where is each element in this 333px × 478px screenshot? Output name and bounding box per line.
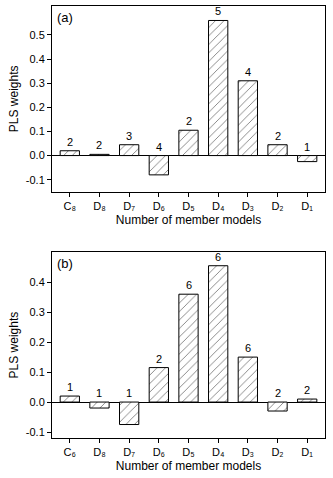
svg-text:4: 4: [156, 141, 162, 153]
svg-text:0.2: 0.2: [30, 101, 45, 113]
svg-text:0.3: 0.3: [30, 77, 45, 89]
svg-text:2: 2: [304, 384, 310, 396]
svg-text:D₆: D₆: [153, 446, 165, 458]
svg-text:D₆: D₆: [153, 200, 165, 212]
svg-text:D₄: D₄: [212, 200, 225, 212]
svg-text:-0.1: -0.1: [26, 426, 45, 438]
svg-text:2: 2: [275, 387, 281, 399]
svg-text:PLS weights: PLS weights: [7, 66, 21, 133]
svg-text:0.3: 0.3: [30, 306, 45, 318]
svg-text:0.4: 0.4: [30, 53, 45, 65]
svg-text:(a): (a): [57, 10, 73, 25]
svg-text:D₈: D₈: [93, 446, 106, 458]
svg-text:PLS weights: PLS weights: [7, 312, 21, 379]
svg-text:C₆: C₆: [64, 446, 76, 458]
svg-text:C₈: C₈: [64, 200, 77, 212]
svg-text:-0.1: -0.1: [26, 174, 45, 186]
svg-text:6: 6: [186, 279, 192, 291]
svg-text:0.0: 0.0: [30, 396, 45, 408]
svg-text:D₂: D₂: [271, 200, 283, 212]
svg-text:D₅: D₅: [182, 446, 194, 458]
svg-text:D₅: D₅: [182, 200, 194, 212]
svg-text:D₃: D₃: [242, 200, 254, 212]
svg-text:D₁: D₁: [301, 446, 313, 458]
svg-text:0.1: 0.1: [30, 125, 45, 137]
svg-text:5: 5: [215, 5, 221, 17]
svg-text:6: 6: [245, 342, 251, 354]
svg-text:D₇: D₇: [123, 446, 135, 458]
svg-text:D₂: D₂: [271, 446, 283, 458]
svg-text:2: 2: [156, 353, 162, 365]
svg-text:0.0: 0.0: [30, 149, 45, 161]
svg-text:0.2: 0.2: [30, 336, 45, 348]
svg-text:(b): (b): [57, 256, 73, 271]
svg-text:1: 1: [67, 381, 73, 393]
svg-text:0.1: 0.1: [30, 366, 45, 378]
svg-text:3: 3: [126, 130, 132, 142]
svg-text:2: 2: [96, 139, 102, 151]
svg-text:D₄: D₄: [212, 446, 225, 458]
svg-text:0.5: 0.5: [30, 29, 45, 41]
svg-text:D₁: D₁: [301, 200, 313, 212]
svg-text:4: 4: [245, 66, 251, 78]
svg-text:D₇: D₇: [123, 200, 135, 212]
svg-text:Number of member models: Number of member models: [116, 213, 261, 227]
svg-text:6: 6: [215, 251, 221, 263]
svg-text:2: 2: [67, 136, 73, 148]
svg-text:0.4: 0.4: [30, 276, 45, 288]
svg-text:2: 2: [186, 115, 192, 127]
svg-text:Number of member models: Number of member models: [116, 459, 261, 473]
svg-text:2: 2: [275, 130, 281, 142]
svg-text:D₃: D₃: [242, 446, 254, 458]
svg-text:1: 1: [126, 387, 132, 399]
svg-text:1: 1: [96, 387, 102, 399]
svg-text:1: 1: [304, 141, 310, 153]
svg-text:D₈: D₈: [93, 200, 106, 212]
